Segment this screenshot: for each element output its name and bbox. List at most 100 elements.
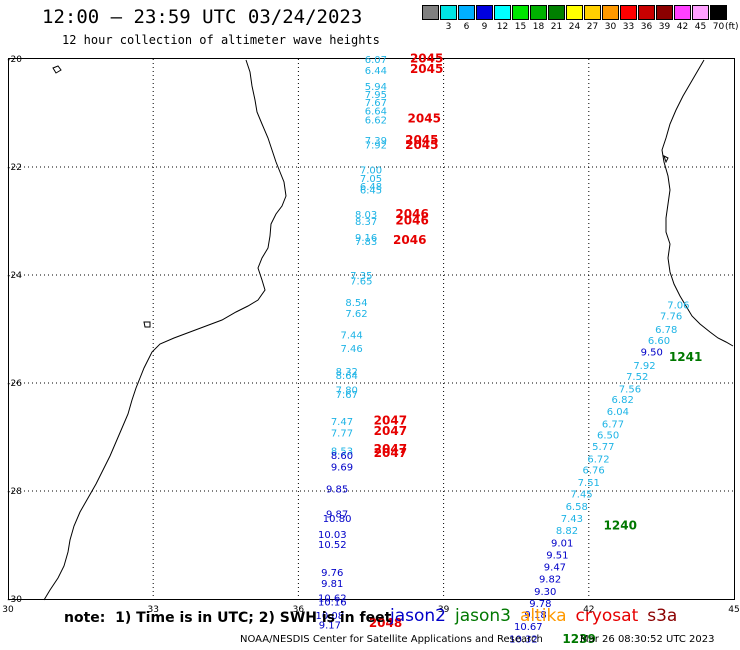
legend-swatch	[710, 5, 727, 20]
satellite-jason3: jason3	[455, 606, 511, 626]
wave-height-label: 7.35	[350, 271, 372, 282]
wave-height-label: 7.06	[667, 301, 689, 312]
wave-height-label: 6.50	[597, 430, 619, 441]
wave-height-label: 6.48	[360, 182, 382, 193]
wave-height-label: 7.47	[331, 417, 353, 428]
footer-note: note: 1) Time is in UTC; 2) SWH is in fe…	[64, 610, 392, 626]
wave-height-label: 9.47	[544, 563, 566, 574]
pass-id-label: 2047	[374, 414, 407, 428]
wave-height-label: 6.60	[648, 336, 670, 347]
pass-id-label: 2045	[405, 138, 438, 152]
wave-height-label: 8.53	[331, 447, 353, 458]
wave-height-label: 7.56	[619, 384, 641, 395]
legend-label: 12	[496, 22, 509, 32]
wave-height-label: 6.44	[365, 66, 387, 77]
graticule	[8, 59, 734, 599]
wave-height-label: 8.37	[355, 217, 377, 228]
wave-height-label: 7.67	[336, 390, 358, 401]
legend-label: 3	[445, 22, 452, 32]
wave-height-label: 7.80	[336, 385, 358, 396]
wave-height-label: 6.82	[612, 395, 634, 406]
legend-label: 70	[712, 22, 725, 32]
legend-swatch	[512, 5, 529, 20]
wave-height-label: 9.82	[539, 574, 561, 585]
wave-height-label: 9.69	[331, 463, 353, 474]
legend-swatch	[476, 5, 493, 20]
wave-height-label: 8.54	[345, 298, 367, 309]
legend-swatch	[602, 5, 619, 20]
lat-tick-label: -24	[7, 271, 22, 281]
lon-tick-label: 36	[293, 605, 305, 615]
legend-swatch	[674, 5, 691, 20]
legend-label: 9	[481, 22, 488, 32]
legend-swatch	[494, 5, 511, 20]
wave-height-label: 10.52	[318, 540, 347, 551]
legend-label: 42	[676, 22, 689, 32]
pass-id-label: 2045	[405, 133, 438, 147]
legend-label: 6	[463, 22, 470, 32]
legend-label: 27	[586, 22, 599, 32]
legend-label: 18	[532, 22, 545, 32]
lat-tick-label: -30	[7, 595, 22, 605]
wave-height-label: 8.60	[331, 451, 353, 462]
wave-height-label: 8.82	[556, 526, 578, 537]
wave-height-label: 5.77	[592, 442, 614, 453]
pass-id-label: 2045	[410, 62, 443, 76]
satellite-cryosat: cryosat	[575, 606, 639, 626]
wave-height-label: 7.43	[561, 514, 583, 525]
legend-label: 30	[604, 22, 617, 32]
island	[143, 321, 151, 328]
issued-time: Mar 26 08:30:52 UTC 2023	[580, 634, 715, 645]
wave-height-label: 10.62	[318, 593, 347, 604]
legend-swatch	[440, 5, 457, 20]
legend-swatch	[566, 5, 583, 20]
wave-height-label: 10.08	[316, 611, 345, 622]
legend-unit: (ft)	[725, 22, 739, 32]
wave-height-label: 9.17	[319, 620, 341, 631]
wave-height-label: 10.67	[514, 622, 543, 633]
lat-tick-label: -20	[7, 55, 22, 65]
wave-height-label: 7.77	[331, 429, 353, 440]
wave-height-label: 8.32	[336, 367, 358, 378]
legend-label: 39	[658, 22, 671, 32]
legend-swatch	[692, 5, 709, 20]
wave-height-label: 6.58	[566, 502, 588, 513]
wave-height-label: 9.51	[546, 551, 568, 562]
wave-height-label: 6.04	[607, 407, 629, 418]
wave-height-label: 7.00	[360, 166, 382, 177]
wave-height-label: 6.64	[365, 106, 387, 117]
wave-height-label: 5.94	[365, 82, 387, 93]
map-title: 12:00 – 23:59 UTC 03/24/2023	[42, 6, 363, 28]
pass-id-label: 2047	[374, 424, 407, 438]
wave-height-label: 10.32	[509, 634, 538, 645]
wave-height-label: 6.77	[602, 420, 624, 431]
tick-labels: 30 33 36 39 42 45 -20 -22 -24 -26 -28 -30	[2, 55, 739, 615]
wave-height-label: 9.85	[326, 484, 348, 495]
wave-height-label: 9.81	[321, 579, 343, 590]
wave-height-label: 7.51	[578, 478, 600, 489]
credit-line: NOAA/NESDIS Center for Satellite Applica…	[240, 634, 543, 645]
island	[663, 155, 669, 164]
satellite-legend: jason2 jason3 altika cryosat s3a	[390, 606, 686, 626]
legend-swatch	[458, 5, 475, 20]
wave-height-label: 7.52	[626, 372, 648, 383]
satellite-s3a: s3a	[647, 606, 678, 626]
wave-height-label: 7.92	[365, 140, 387, 151]
lon-tick-label: 30	[2, 605, 14, 615]
lon-tick-label: 45	[728, 605, 739, 615]
wave-height-label: 9.18	[524, 610, 546, 621]
pass-id-label: 1240	[604, 518, 637, 532]
coastline-africa	[43, 59, 287, 601]
pass-id-label: 2047	[374, 442, 407, 456]
legend-label: 24	[568, 22, 581, 32]
wave-height-label: 9.76	[321, 568, 343, 579]
wave-height-label: 7.46	[341, 344, 363, 355]
pass-id-label: 2045	[408, 111, 441, 125]
coastline	[43, 59, 734, 601]
satellite-jason2: jason2	[390, 606, 446, 626]
lat-tick-label: -28	[7, 487, 22, 497]
wave-height-label: 8.64	[336, 371, 358, 382]
wave-height-label: 6.45	[360, 186, 382, 197]
pass-id-label: 2045	[410, 51, 443, 65]
satellite-altika: altika	[520, 606, 567, 626]
